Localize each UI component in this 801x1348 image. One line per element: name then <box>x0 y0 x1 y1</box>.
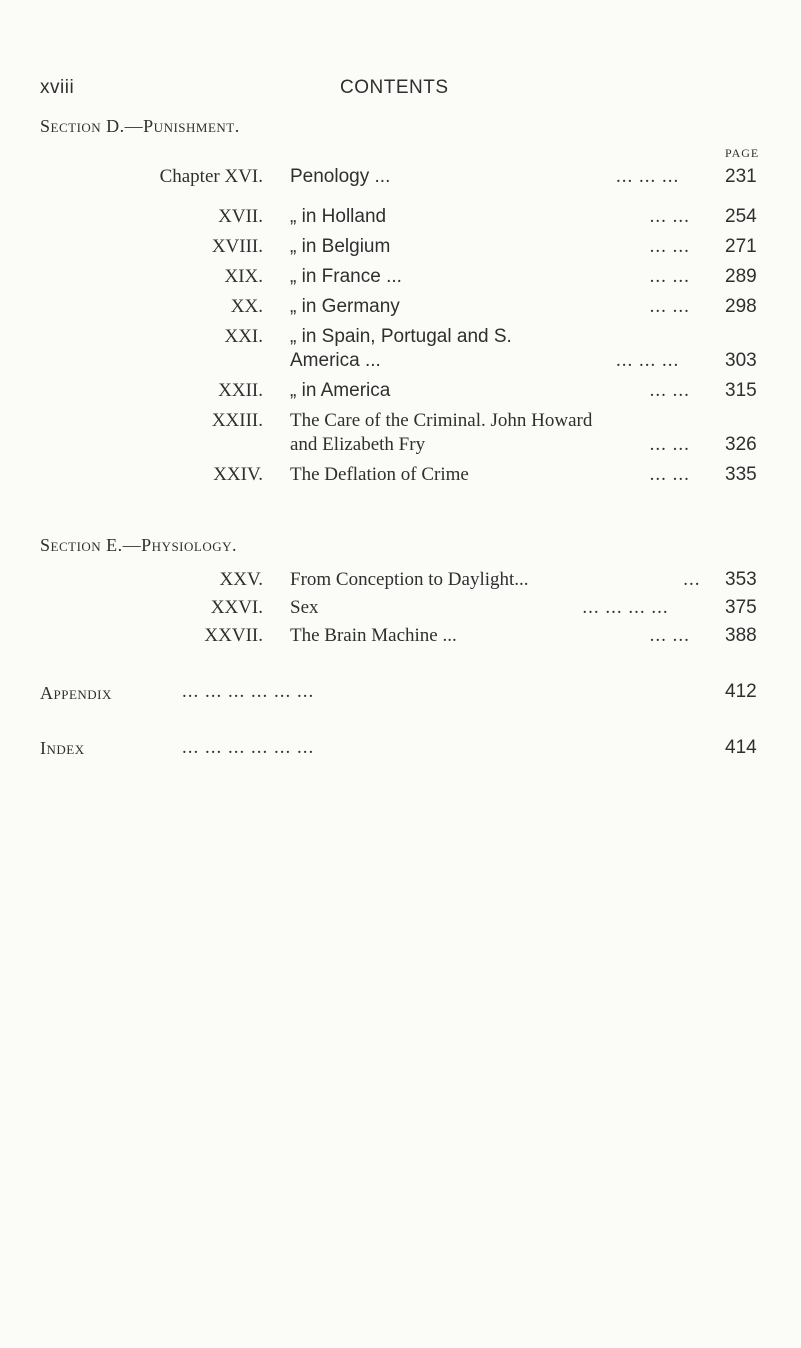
page-number: xviii <box>40 77 75 98</box>
chapter-title: „ in Germany <box>290 296 400 317</box>
chapter-number: XXI. <box>224 326 263 347</box>
index-label: Index <box>40 738 85 758</box>
leader-dots: ... ... <box>649 296 690 317</box>
chapter-title: The Care of the Criminal. John Howard <box>290 410 593 431</box>
page-number-entry: 254 <box>725 206 757 227</box>
page-number-entry: 271 <box>725 236 757 257</box>
page-number-entry: 315 <box>725 380 757 401</box>
leader-dots: ... ... <box>649 464 690 485</box>
leader-dots: ... ... <box>649 206 690 227</box>
chapter-number: XXIV. <box>213 464 263 485</box>
chapter-title: „ in Spain, Portugal and S. <box>290 326 512 347</box>
chapter-title: Sex <box>290 597 319 618</box>
leader-dots: ... ... ... ... ... ... <box>182 737 315 758</box>
chapter-title: „ in Holland <box>290 206 387 227</box>
chapter-title: The Deflation of Crime <box>290 464 469 485</box>
chapter-number: XVII. <box>218 206 263 227</box>
page-number-entry: 335 <box>725 464 757 485</box>
leader-dots: ... ... <box>649 380 690 401</box>
page-number-entry: 298 <box>725 296 757 317</box>
chapter-number: XVIII. <box>211 236 263 257</box>
chapter-title-continued: America ... <box>290 350 381 371</box>
index-page: 414 <box>725 737 757 758</box>
leader-dots: ... ... <box>649 434 690 455</box>
chapter-number: XXIII. <box>211 410 263 431</box>
page-number-entry: 388 <box>725 625 757 646</box>
running-title: CONTENTS <box>340 77 449 98</box>
leader-dots: ... <box>683 569 701 590</box>
appendix-page: 412 <box>725 681 757 702</box>
page-number-entry: 303 <box>725 350 757 371</box>
page-number-entry: 326 <box>725 434 757 455</box>
chapter-number: XXVII. <box>204 625 263 646</box>
chapter-title: From Conception to Daylight... <box>290 569 529 590</box>
leader-dots: ... ... ... ... <box>582 597 669 618</box>
chapter-number: Chapter XVI. <box>159 166 263 187</box>
chapter-title: The Brain Machine ... <box>290 625 457 646</box>
leader-dots: ... ... ... <box>616 166 680 187</box>
section-heading: Section E.—Physiology. <box>40 535 238 555</box>
page-number-entry: 289 <box>725 266 757 287</box>
chapter-title: „ in France ... <box>290 266 402 287</box>
chapter-title-continued: and Elizabeth Fry <box>290 434 426 455</box>
leader-dots: ... ... <box>649 236 690 257</box>
chapter-title: Penology ... <box>290 166 391 187</box>
chapter-number: XXV. <box>219 569 263 590</box>
chapter-number: XXVI. <box>210 597 263 618</box>
page-number-entry: 375 <box>725 597 757 618</box>
chapter-number: XX. <box>230 296 263 317</box>
chapter-number: XIX. <box>224 266 263 287</box>
leader-dots: ... ... <box>649 625 690 646</box>
chapter-number: XXII. <box>218 380 263 401</box>
chapter-title: „ in America <box>290 380 391 401</box>
page-column-label: PAGE <box>725 146 760 160</box>
chapter-title: „ in Belgium <box>290 236 391 257</box>
leader-dots: ... ... <box>649 266 690 287</box>
leader-dots: ... ... ... <box>616 350 680 371</box>
leader-dots: ... ... ... ... ... ... <box>182 681 315 702</box>
appendix-label: Appendix <box>40 683 112 703</box>
page-number-entry: 231 <box>725 166 757 187</box>
section-heading: Section D.—Punishment. <box>40 116 240 136</box>
page-number-entry: 353 <box>725 569 757 590</box>
